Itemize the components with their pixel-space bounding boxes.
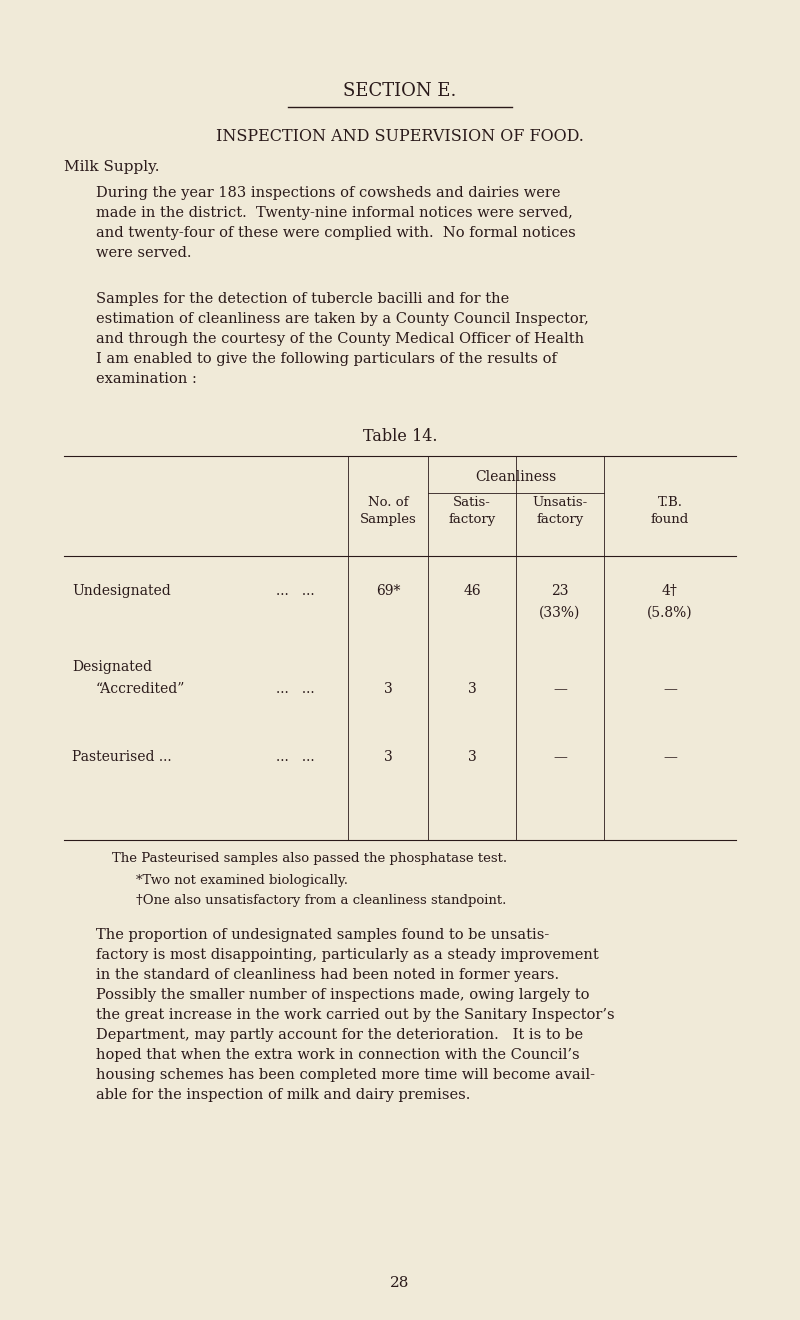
Text: *Two not examined biologically.: *Two not examined biologically.: [136, 874, 348, 887]
Text: (5.8%): (5.8%): [647, 606, 693, 620]
Text: 3: 3: [468, 750, 476, 764]
Text: INSPECTION AND SUPERVISION OF FOOD.: INSPECTION AND SUPERVISION OF FOOD.: [216, 128, 584, 145]
Text: 3: 3: [384, 682, 392, 696]
Text: 46: 46: [463, 583, 481, 598]
Text: —: —: [553, 750, 567, 764]
Text: Pasteurised ...: Pasteurised ...: [72, 750, 172, 764]
Text: Satis-
factory: Satis- factory: [448, 496, 496, 525]
Text: Unsatis-
factory: Unsatis- factory: [532, 496, 588, 525]
Text: ...   ...: ... ...: [276, 682, 314, 696]
Text: The Pasteurised samples also passed the phosphatase test.: The Pasteurised samples also passed the …: [112, 851, 507, 865]
Text: Table 14.: Table 14.: [362, 428, 438, 445]
Text: †One also unsatisfactory from a cleanliness standpoint.: †One also unsatisfactory from a cleanlin…: [136, 894, 506, 907]
Text: (33%): (33%): [539, 606, 581, 620]
Text: Samples for the detection of tubercle bacilli and for the
estimation of cleanlin: Samples for the detection of tubercle ba…: [96, 292, 589, 387]
Text: Milk Supply.: Milk Supply.: [64, 160, 159, 174]
Text: “Accredited”: “Accredited”: [96, 682, 186, 696]
Text: Cleanliness: Cleanliness: [475, 470, 557, 484]
Text: SECTION E.: SECTION E.: [343, 82, 457, 100]
Text: ...   ...: ... ...: [276, 583, 314, 598]
Text: 3: 3: [384, 750, 392, 764]
Text: No. of
Samples: No. of Samples: [360, 496, 416, 525]
Text: 28: 28: [390, 1276, 410, 1290]
Text: —: —: [663, 682, 677, 696]
Text: T.B.
found: T.B. found: [651, 496, 689, 525]
Text: 4†: 4†: [662, 583, 678, 598]
Text: Designated: Designated: [72, 660, 152, 675]
Text: 23: 23: [551, 583, 569, 598]
Text: —: —: [663, 750, 677, 764]
Text: ...   ...: ... ...: [276, 750, 314, 764]
Text: 3: 3: [468, 682, 476, 696]
Text: The proportion of undesignated samples found to be unsatis-
factory is most disa: The proportion of undesignated samples f…: [96, 928, 614, 1102]
Text: 69*: 69*: [376, 583, 400, 598]
Text: During the year 183 inspections of cowsheds and dairies were
made in the distric: During the year 183 inspections of cowsh…: [96, 186, 576, 260]
Text: —: —: [553, 682, 567, 696]
Text: Undesignated: Undesignated: [72, 583, 170, 598]
